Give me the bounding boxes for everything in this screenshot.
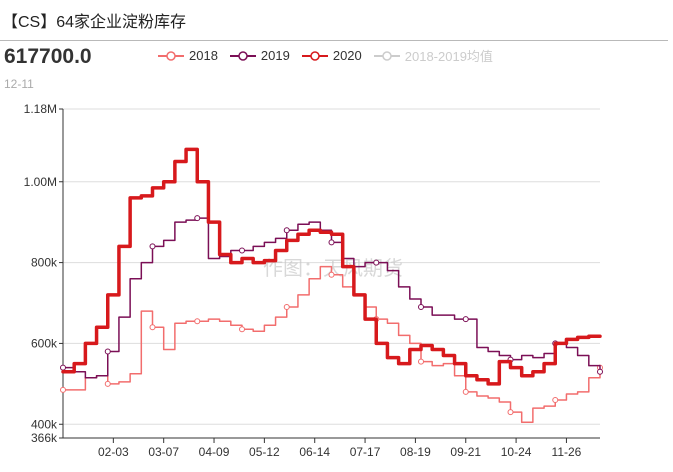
data-point-2018 [552,397,559,404]
legend-marker-2019 [229,50,256,61]
data-point-2019 [194,215,201,222]
data-point-2018 [418,358,424,365]
current-date: 12-11 [4,77,34,91]
legend-item-2018[interactable]: 2018 [158,48,218,63]
x-tick-label: 02-03 [98,445,129,459]
data-point-2018 [104,380,111,387]
data-point-2018 [194,318,201,325]
data-point-2019 [328,239,335,246]
x-tick-label: 08-19 [400,445,431,459]
data-point-2018 [283,304,290,311]
data-point-2018 [60,386,66,393]
legend-label-2020: 2020 [332,48,362,63]
data-point-2019 [373,259,380,266]
x-tick-label: 03-07 [148,445,179,459]
legend-marker-2020 [301,50,328,61]
y-tick-label: 800k [31,256,58,270]
data-point-2018 [239,326,245,333]
x-tick-label: 11-26 [552,445,582,459]
current-value: 617700.0 [4,45,92,68]
y-tick-label: 400k [31,417,58,431]
x-tick-label: 09-21 [450,445,481,459]
data-point-2019 [149,243,156,250]
x-tick-label: 10-24 [501,445,532,459]
legend-label-2018: 2018 [189,48,218,63]
x-tick-label: 07-17 [350,445,381,459]
legend-marker-average [373,50,400,61]
data-point-2019 [283,227,290,234]
data-point-2018 [328,271,335,278]
data-point-2019 [597,368,603,375]
legend-marker-2018 [158,50,184,61]
legend-label-2019: 2019 [260,48,290,63]
legend-label-average: 2018-2019均值 [404,49,493,64]
data-point-2018 [507,409,514,416]
legend-item-2019[interactable]: 2019 [229,48,290,63]
series-line-2019 [62,217,601,379]
title-divider [0,40,668,41]
y-tick-label: 366k [31,431,58,445]
legend-item-average[interactable]: 2018-2019均值 [373,46,493,65]
y-tick-label: 1.00M [24,175,57,189]
series-line-2020 [61,147,602,386]
data-point-2019 [60,364,66,371]
data-point-2019 [462,316,469,323]
data-point-2018 [149,324,156,331]
data-point-2019 [104,348,111,355]
y-tick-label: 600k [31,336,58,350]
chart-title: 【CS】64家企业淀粉库存 [2,14,187,31]
data-point-2019 [239,247,245,254]
data-point-2018 [462,388,469,395]
x-tick-label: 04-09 [199,445,230,459]
series-line-2018 [62,265,601,423]
x-tick-label: 05-12 [249,445,280,459]
data-point-2019 [418,304,424,311]
y-tick-label: 1.18M [24,102,57,116]
legend: 2018 2019 2020 2018-2019均值 [158,46,505,65]
x-tick-label: 06-14 [299,445,330,459]
legend-item-2020[interactable]: 2020 [301,48,362,63]
